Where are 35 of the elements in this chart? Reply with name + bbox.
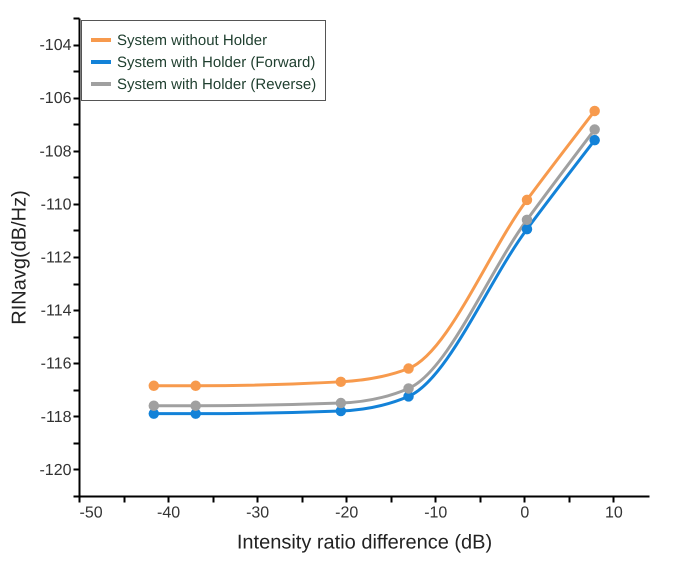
y-tick-label: -118 [40, 408, 72, 426]
point [336, 398, 346, 408]
point [589, 106, 600, 116]
point [403, 363, 414, 374]
x-axis-title: Intensity ratio difference (dB) [236, 532, 492, 554]
point [589, 124, 600, 135]
point [148, 380, 160, 392]
x-tick-label: -10 [424, 504, 448, 522]
y-tick-label: -104 [39, 37, 72, 54]
point [522, 194, 532, 206]
x-tick-label: 0 [520, 504, 530, 522]
y-tick-label: -112 [40, 250, 72, 266]
x-tick-label: 10 [604, 504, 623, 522]
point [522, 224, 532, 234]
x-tick-label: -40 [157, 504, 180, 522]
x-tick-label: -30 [246, 504, 270, 522]
y-tick-label: -106 [39, 90, 72, 108]
point [148, 400, 160, 411]
point [522, 214, 532, 226]
point [589, 134, 600, 146]
point [336, 376, 346, 388]
y-axis-title: RINavg(dB/Hz) [8, 190, 30, 325]
point [190, 400, 201, 411]
y-tick-label: -108 [39, 143, 72, 160]
point [190, 380, 201, 392]
y-tick-label: -110 [40, 196, 72, 214]
legend-label: System with Holder (Reverse) [117, 76, 316, 93]
point [403, 383, 414, 394]
y-tick-label: -120 [39, 462, 72, 479]
x-tick-label: -50 [80, 504, 103, 522]
y-tick-label: -116 [40, 356, 72, 373]
legend-label: System without Holder [117, 32, 268, 49]
y-tick-label: -114 [40, 302, 72, 320]
legend-label: System with Holder (Forward) [117, 54, 316, 71]
x-tick-label: -20 [335, 504, 358, 522]
